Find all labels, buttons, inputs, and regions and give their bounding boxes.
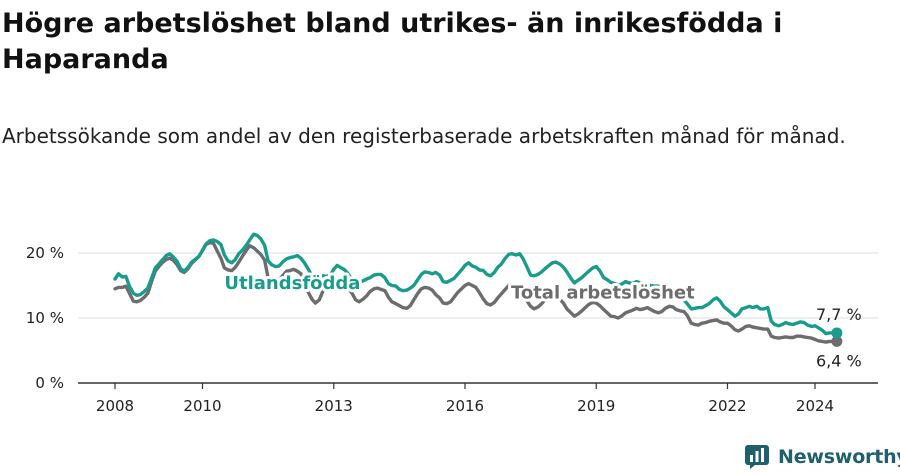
newsworthy-logo-icon [745, 445, 769, 469]
y-tick-label: 10 % [26, 309, 64, 327]
x-tick-label: 2016 [446, 397, 484, 415]
x-axis: 2008 2010 2013 2016 2019 2022 2024 [78, 382, 878, 415]
y-tick-label: 0 % [35, 374, 64, 392]
annotation-label: Utlandsfödda [224, 273, 360, 294]
y-axis-tick-labels: 0 % 10 % 20 % [26, 244, 64, 392]
newsworthy-logo-text: Newsworthy [778, 446, 900, 468]
y-tick-label: 20 % [26, 244, 64, 262]
x-tick-label: 2008 [96, 397, 134, 415]
x-tick-label: 2013 [315, 397, 353, 415]
series-line-total-arbetsl-shet [113, 240, 839, 344]
x-tick-label: 2010 [183, 397, 221, 415]
end-value-label: 6,4 % [816, 351, 862, 370]
chart-subtitle: Arbetssökande som andel av den registerb… [2, 124, 846, 148]
series-end-dot-utlandsf-dda [831, 327, 843, 339]
series-annotations: Utlandsfödda Total arbetslöshet 7,7 % 6,4 % [221, 270, 862, 371]
x-tick-label: 2022 [708, 397, 746, 415]
x-tick-label: 2024 [796, 397, 834, 415]
x-tick-label: 2019 [577, 397, 615, 415]
series-lines [113, 232, 843, 347]
series-end-dot-total-arbetsl-shet [831, 335, 843, 347]
chart-title: Högre arbetslöshet bland utrikes- än inr… [2, 8, 783, 75]
newsworthy-logo: Newsworthy [744, 443, 900, 471]
series-line-utlandsf-dda [113, 232, 839, 336]
annotation-label: Total arbetslöshet [511, 283, 695, 304]
grid-lines [78, 252, 878, 319]
end-value-label: 7,7 % [816, 305, 862, 324]
